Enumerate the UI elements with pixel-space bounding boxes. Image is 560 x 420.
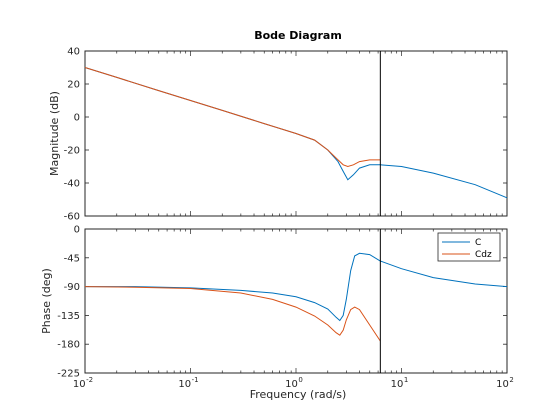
magnitude-line-cdz xyxy=(84,67,381,168)
legend-label-c: C xyxy=(475,238,481,248)
xtick-label: 101 xyxy=(391,376,409,390)
phase-line-c xyxy=(85,252,508,322)
magnitude-ticks: 40 20 0 -20 -40 -60 xyxy=(64,47,507,223)
phase-ytick-label: -225 xyxy=(57,369,80,380)
xtick-exponent: 2 xyxy=(509,376,513,384)
frequency-axis-label: Frequency (rad/s) xyxy=(250,388,347,401)
phase-ytick-label: -45 xyxy=(64,253,80,264)
phase-ytick-label: -180 xyxy=(57,340,80,351)
phase-line-cdz xyxy=(84,286,381,342)
magnitude-ytick-label: -20 xyxy=(64,146,80,157)
phase-ytick-label: 0 xyxy=(74,225,80,236)
phase-ytick-label: -135 xyxy=(57,311,80,322)
magnitude-ytick-label: 0 xyxy=(74,113,80,124)
xtick-label: 102 xyxy=(496,376,514,390)
magnitude-ytick-label: 40 xyxy=(67,47,80,58)
xtick-exponent: -2 xyxy=(86,376,93,384)
magnitude-ytick-label: 20 xyxy=(67,80,80,91)
legend-box xyxy=(437,232,501,262)
magnitude-axis-label: Magnitude (dB) xyxy=(48,91,61,176)
magnitude-ytick-label: -60 xyxy=(64,212,80,223)
legend-label-cdz: Cdz xyxy=(475,250,492,260)
phase-axis-label: Phase (deg) xyxy=(40,268,53,334)
magnitude-series xyxy=(84,51,508,216)
xtick-label: 10-1 xyxy=(178,376,198,390)
xtick-exponent: 0 xyxy=(298,376,302,384)
chart-title: Bode Diagram xyxy=(254,29,342,42)
xtick-exponent: 1 xyxy=(404,376,408,384)
xtick-exponent: -1 xyxy=(192,376,199,384)
phase-series xyxy=(84,229,508,373)
xtick-label: 10-2 xyxy=(73,376,93,390)
phase-axes xyxy=(84,228,508,374)
magnitude-ytick-label: -40 xyxy=(64,179,80,190)
legend[interactable]: C Cdz xyxy=(437,232,501,262)
phase-ytick-label: -90 xyxy=(64,282,80,293)
frequency-ticks: 10-2 10-1 1 0 0 101 102 xyxy=(73,51,514,390)
